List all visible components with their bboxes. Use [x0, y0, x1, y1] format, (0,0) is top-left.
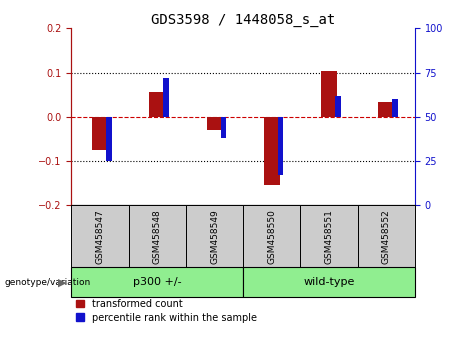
Bar: [149, 92, 165, 117]
Text: ▶: ▶: [58, 277, 66, 287]
Bar: [335, 96, 341, 117]
Bar: [378, 102, 394, 117]
Bar: [129, 205, 186, 267]
Text: GSM458549: GSM458549: [210, 209, 219, 264]
Title: GDS3598 / 1448058_s_at: GDS3598 / 1448058_s_at: [151, 13, 335, 27]
Bar: [243, 205, 301, 267]
Bar: [106, 117, 112, 161]
Bar: [163, 78, 169, 117]
Bar: [243, 267, 415, 297]
Text: GSM458547: GSM458547: [95, 209, 105, 264]
Text: GSM458550: GSM458550: [267, 209, 276, 264]
Text: GSM458551: GSM458551: [325, 209, 334, 264]
Bar: [71, 205, 129, 267]
Text: wild-type: wild-type: [303, 277, 355, 287]
Text: GSM458552: GSM458552: [382, 209, 391, 264]
Bar: [392, 99, 398, 117]
Text: GSM458548: GSM458548: [153, 209, 162, 264]
Bar: [220, 117, 226, 138]
Bar: [278, 117, 284, 175]
Bar: [321, 71, 337, 117]
Bar: [207, 117, 223, 130]
Bar: [92, 117, 108, 150]
Legend: transformed count, percentile rank within the sample: transformed count, percentile rank withi…: [77, 299, 257, 322]
Bar: [358, 205, 415, 267]
Text: p300 +/-: p300 +/-: [133, 277, 182, 287]
Bar: [71, 267, 243, 297]
Bar: [301, 205, 358, 267]
Bar: [186, 205, 243, 267]
Text: genotype/variation: genotype/variation: [5, 278, 91, 287]
Bar: [264, 117, 280, 185]
